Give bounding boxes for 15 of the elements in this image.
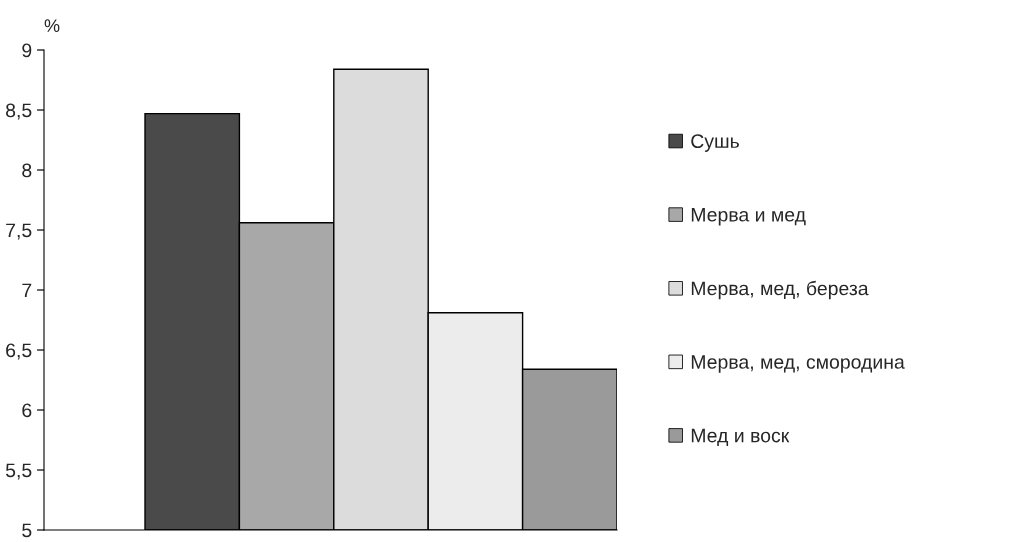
legend-label: Мерва, мед, смородина <box>691 355 905 373</box>
y-tick-label: 5 <box>22 523 32 538</box>
y-tick-label: 8 <box>22 163 32 178</box>
y-tick-label: 7 <box>22 283 32 298</box>
y-tick-label: 6 <box>22 403 32 418</box>
legend-label: Мерва, мед, береза <box>691 280 869 300</box>
y-tick-label: 6,5 <box>6 343 32 360</box>
y-tick-label: 8,5 <box>6 103 32 120</box>
y-tick-label: 9 <box>22 43 32 58</box>
legend-label: Мерва и мед <box>691 208 806 226</box>
legend-label: Мед и воск <box>691 428 790 447</box>
legend-label: Сушь <box>691 134 739 152</box>
y-axis-title: % <box>44 19 60 32</box>
y-tick-label: 5,5 <box>5 463 32 480</box>
y-tick-label: 7,5 <box>6 223 32 240</box>
